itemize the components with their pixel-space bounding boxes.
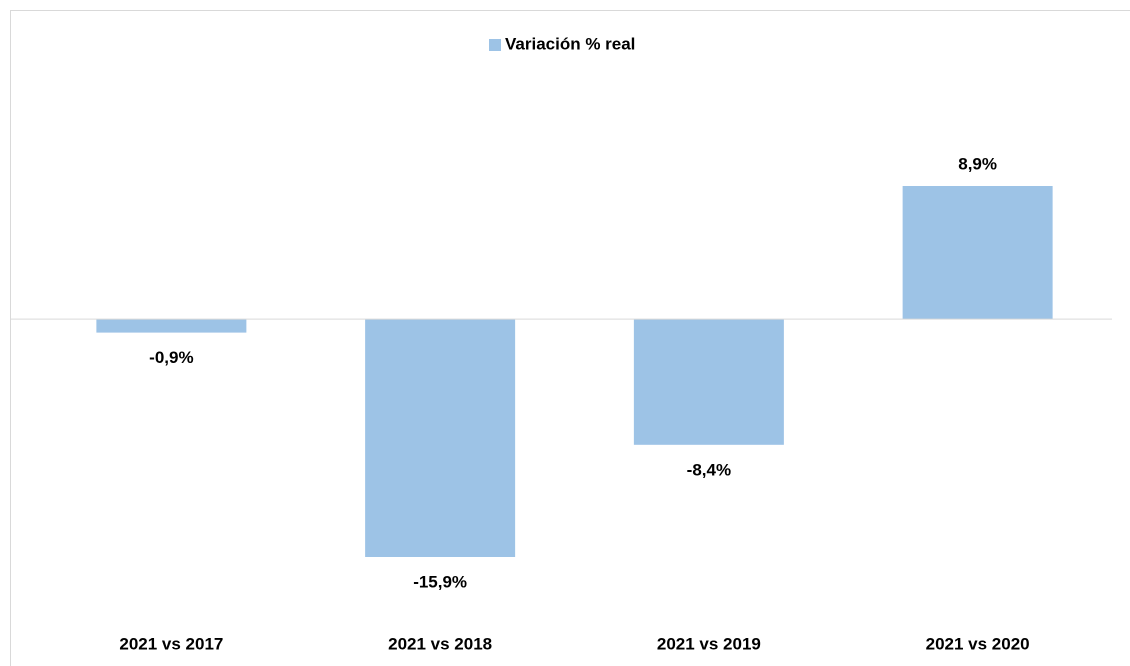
bar <box>633 319 784 445</box>
x-tick-label: 2021 vs 2017 <box>119 634 223 653</box>
bar <box>902 186 1053 320</box>
x-tick-label: 2021 vs 2018 <box>388 634 492 653</box>
bar <box>365 319 516 557</box>
data-label: -15,9% <box>413 572 467 591</box>
x-tick-label: 2021 vs 2020 <box>926 634 1030 653</box>
legend-label: Variación % real <box>505 34 635 53</box>
x-tick-label: 2021 vs 2019 <box>657 634 761 653</box>
chart-frame <box>10 10 1130 666</box>
data-label: -8,4% <box>687 460 731 479</box>
data-label: 8,9% <box>958 154 997 173</box>
data-label: -0,9% <box>149 348 193 367</box>
bar <box>96 319 247 333</box>
legend-swatch <box>489 39 501 51</box>
